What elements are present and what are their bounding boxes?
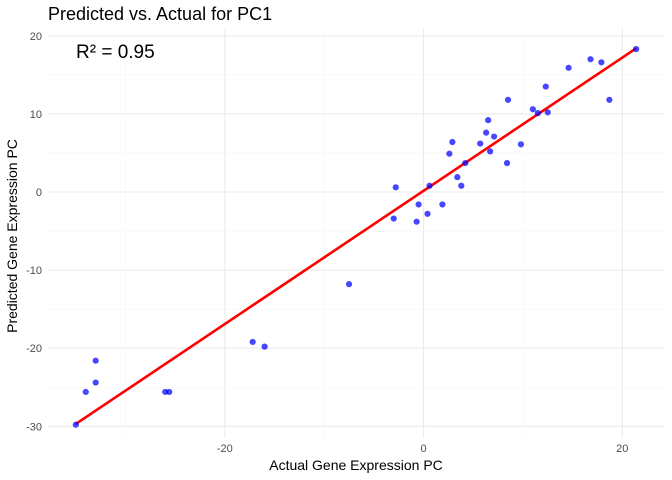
data-point [72,421,79,428]
data-point [542,83,549,90]
regression-line-group [75,47,637,426]
r-squared-annotation: R² = 0.95 [76,42,155,63]
data-point [392,184,399,191]
data-points [72,45,640,428]
y-tick-label: -30 [26,421,42,433]
y-axis-title: Predicted Gene Expression PC [4,139,20,333]
data-point [462,160,469,167]
data-point [449,138,456,146]
regression-line [75,47,637,426]
data-point [544,109,551,116]
data-point [517,141,525,148]
data-point [565,64,572,71]
x-axis-ticks: -20 0 20 [217,443,628,455]
data-point [82,388,89,396]
y-tick-label: -10 [26,265,42,277]
data-point [483,129,490,136]
data-point [413,218,420,225]
data-point [491,133,498,140]
data-point [439,201,446,208]
x-tick-label: 0 [420,443,426,455]
data-point [633,45,640,53]
y-tick-label: -20 [26,343,42,355]
data-point [598,59,605,66]
data-point [503,160,511,167]
grid-lines [48,28,664,438]
x-tick-label: 20 [616,443,628,455]
data-point [415,201,422,208]
y-tick-label: 10 [30,109,42,121]
data-point [446,150,453,157]
data-point [249,338,256,346]
data-point [261,343,268,350]
data-point [477,140,484,147]
data-point [487,148,494,155]
data-point [458,182,465,189]
data-point [345,281,353,288]
data-point [166,388,173,396]
data-point [92,379,99,386]
data-point [534,110,541,117]
y-axis-ticks: -30 -20 -10 0 10 20 [26,31,42,433]
data-point [92,357,99,364]
data-point [504,96,512,103]
data-point [485,117,492,124]
data-point [606,96,613,103]
data-point [390,215,397,222]
chart-title: Predicted vs. Actual for PC1 [48,4,272,24]
data-point [426,182,433,189]
x-axis-title: Actual Gene Expression PC [269,457,443,473]
y-tick-label: 0 [36,187,42,199]
y-tick-label: 20 [30,31,42,43]
x-tick-label: -20 [217,443,233,455]
data-point [424,210,431,217]
data-point [454,174,461,181]
data-point [587,56,594,63]
data-point [529,106,536,113]
